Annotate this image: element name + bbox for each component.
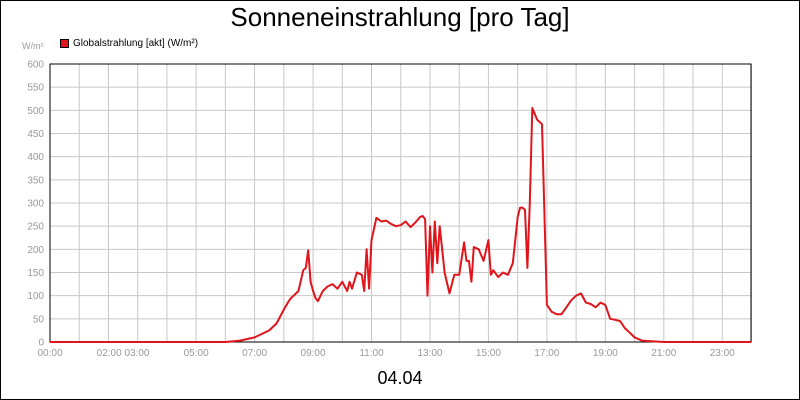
x-tick-label: 17:00: [534, 348, 559, 359]
legend-swatch: [60, 39, 69, 48]
x-tick-label: 09:00: [301, 348, 326, 359]
y-tick-label: 450: [27, 129, 44, 140]
x-tick-label: 23:00: [710, 348, 735, 359]
chart-title: Sonneneinstrahlung [pro Tag]: [230, 2, 570, 32]
y-tick-label: 150: [27, 268, 44, 279]
y-tick-label: 200: [27, 245, 44, 256]
x-tick-label: 02:00 03:00: [97, 348, 150, 359]
x-tick-label: 21:00: [651, 348, 676, 359]
y-tick-label: 350: [27, 175, 44, 186]
y-tick-label: 50: [33, 314, 45, 325]
legend: Globalstrahlung [akt] (W/m²): [60, 38, 198, 49]
x-tick-label: 15:00: [476, 348, 501, 359]
x-tick-label: 05:00: [184, 348, 209, 359]
y-unit-label: W/m²: [22, 41, 44, 51]
x-tick-label: 00:00: [37, 348, 62, 359]
series-line: [50, 107, 751, 343]
y-tick-label: 100: [27, 291, 44, 302]
plot-border: [49, 63, 752, 343]
x-tick-label: 13:00: [417, 348, 442, 359]
legend-label: Globalstrahlung [akt] (W/m²): [73, 38, 199, 49]
date-label: 04.04: [377, 368, 423, 388]
x-tick-label: 19:00: [593, 348, 618, 359]
y-tick-label: 300: [27, 199, 44, 210]
y-tick-label: 0: [38, 338, 44, 349]
x-tick-label: 07:00: [242, 348, 267, 359]
x-tick-label: 11:00: [359, 348, 384, 359]
y-tick-label: 550: [27, 83, 44, 94]
y-tick-label: 250: [27, 222, 44, 233]
y-tick-label: 500: [27, 106, 44, 117]
y-tick-label: 400: [27, 152, 44, 163]
y-tick-label: 600: [27, 60, 44, 71]
